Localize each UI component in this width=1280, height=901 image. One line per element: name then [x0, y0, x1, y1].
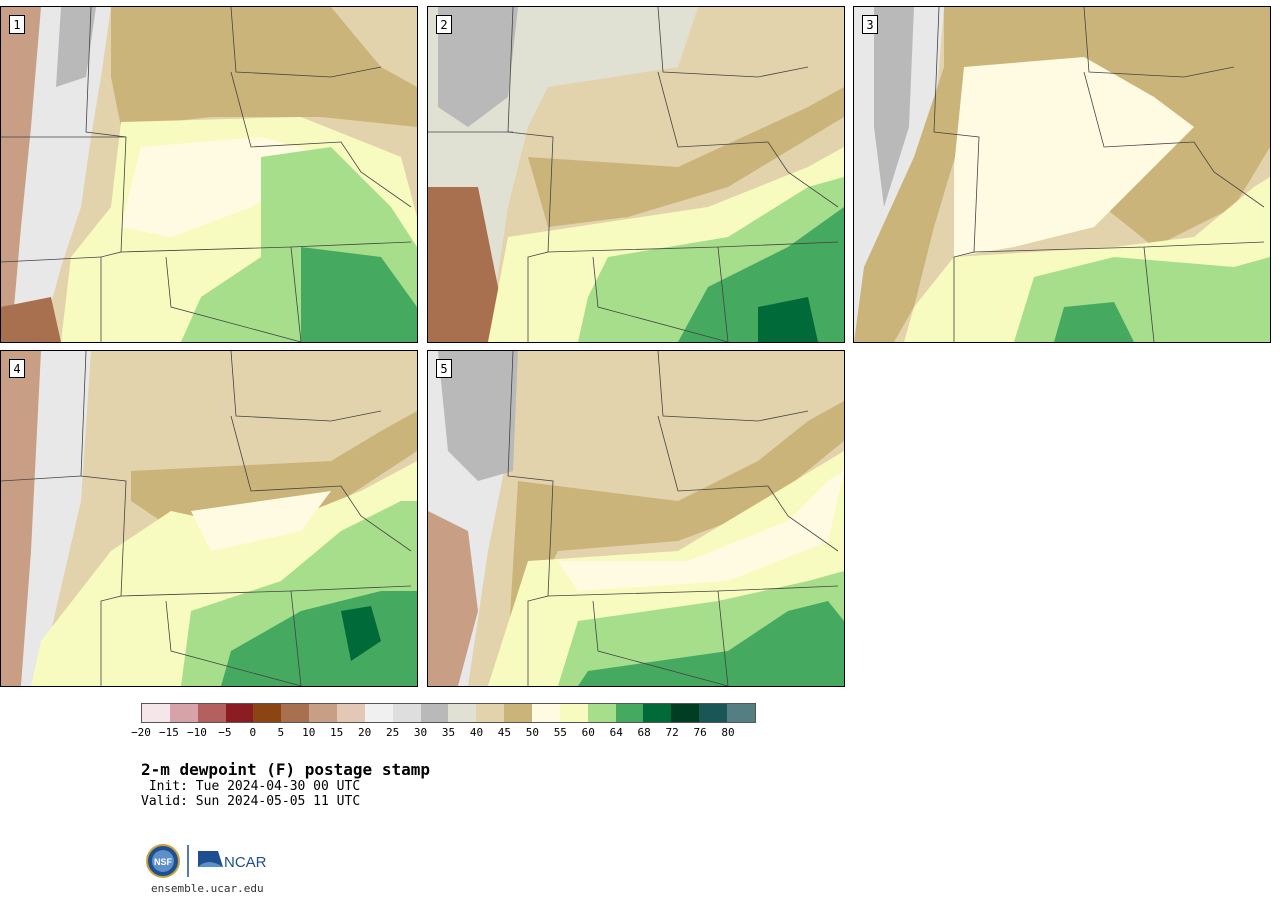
init-time: Init: Tue 2024-04-30 00 UTC — [141, 779, 361, 794]
colorbar-tick-14: 50 — [525, 726, 539, 739]
map-panel-2: 2 — [427, 6, 845, 343]
colorbar-swatch-10 — [420, 704, 449, 722]
colorbar-swatch-5 — [281, 704, 310, 722]
colorbar-swatch-1 — [169, 704, 198, 722]
colorbar-tick-8: 20 — [358, 726, 372, 739]
colorbar-swatch-8 — [364, 704, 393, 722]
colorbar — [141, 703, 756, 723]
colorbar-tick-11: 35 — [441, 726, 456, 739]
colorbar-tick-0: −20 — [131, 726, 151, 739]
colorbar-swatch-4 — [253, 704, 282, 722]
colorbar-swatch-9 — [392, 704, 421, 722]
panel-number-1: 1 — [9, 15, 25, 34]
map-panel-5: 5 — [427, 350, 845, 687]
colorbar-tick-15: 55 — [553, 726, 567, 739]
map-panel-1: 1 — [0, 6, 418, 343]
map-panel-4: 4 — [0, 350, 418, 687]
ncar-logo-text: NCAR — [224, 854, 267, 871]
colorbar-tick-18: 68 — [637, 726, 651, 739]
colorbar-tick-7: 15 — [330, 726, 344, 739]
valid-time: Valid: Sun 2024-05-05 11 UTC — [141, 794, 361, 809]
panel-number-2: 2 — [436, 15, 452, 34]
nsf-ncar-logo: NSF NCAR — [146, 844, 267, 878]
nsf-logo-text: NSF — [154, 857, 173, 867]
colorbar-tick-21: 80 — [721, 726, 735, 739]
colorbar-swatch-14 — [532, 704, 560, 722]
colorbar-swatch-7 — [337, 704, 365, 722]
colorbar-tick-1: −15 — [159, 726, 179, 739]
colorbar-swatch-17 — [615, 704, 644, 722]
dewpoint-map-3 — [854, 7, 1270, 342]
panel-number-3: 3 — [862, 15, 878, 34]
colorbar-tick-3: −5 — [218, 726, 232, 739]
colorbar-swatch-0 — [142, 704, 170, 722]
colorbar-tick-17: 64 — [609, 726, 623, 739]
dewpoint-map-1 — [1, 7, 417, 342]
colorbar-swatch-21 — [727, 704, 755, 722]
colorbar-swatch-2 — [197, 704, 226, 722]
site-url: ensemble.ucar.edu — [151, 882, 264, 895]
colorbar-tick-19: 72 — [665, 726, 679, 739]
colorbar-tick-2: −10 — [186, 726, 207, 739]
colorbar-swatch-11 — [448, 704, 477, 722]
colorbar-swatch-15 — [559, 704, 588, 722]
colorbar-tick-13: 45 — [497, 726, 512, 739]
colorbar-tick-labels: −20 −15 −10 −5 0 5 10 15 20 25 30 35 40 45 50 55 60 64 68 7… — [131, 726, 756, 740]
colorbar-swatch-20 — [699, 704, 728, 722]
dewpoint-map-5 — [428, 351, 844, 686]
map-panel-3: 3 — [853, 6, 1271, 343]
colorbar-swatch-16 — [587, 704, 616, 722]
dewpoint-map-4 — [1, 351, 417, 686]
panel-number-4: 4 — [9, 359, 25, 378]
colorbar-tick-4: 0 — [249, 726, 257, 739]
colorbar-swatch-6 — [309, 704, 338, 722]
panel-number-5: 5 — [436, 359, 452, 378]
colorbar-tick-6: 10 — [302, 726, 316, 739]
colorbar-swatch-19 — [671, 704, 700, 722]
colorbar-tick-16: 60 — [581, 726, 595, 739]
colorbar-swatch-12 — [476, 704, 505, 722]
colorbar-tick-12: 40 — [469, 726, 484, 739]
colorbar-tick-20: 76 — [693, 726, 707, 739]
colorbar-tick-5: 5 — [277, 726, 285, 739]
colorbar-tick-10: 30 — [413, 726, 428, 739]
colorbar-swatch-3 — [225, 704, 254, 722]
colorbar-tick-9: 25 — [385, 726, 400, 739]
figure-title: 2-m dewpoint (F) postage stamp — [141, 760, 430, 779]
colorbar-swatch-18 — [643, 704, 672, 722]
colorbar-swatch-13 — [504, 704, 533, 722]
dewpoint-map-2 — [428, 7, 844, 342]
